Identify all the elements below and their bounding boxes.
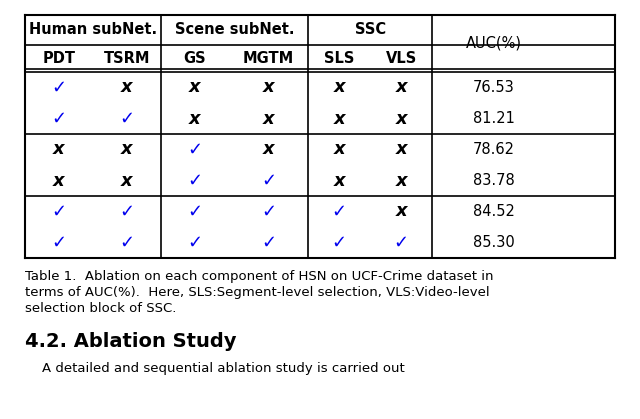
Text: ✓: ✓ (119, 233, 134, 251)
Text: x: x (121, 140, 132, 158)
Text: Human subNet.: Human subNet. (29, 23, 157, 37)
Text: selection block of SSC.: selection block of SSC. (25, 302, 177, 315)
Text: ✓: ✓ (332, 202, 347, 220)
Text: SLS: SLS (324, 51, 355, 66)
Text: 81.21: 81.21 (473, 111, 515, 126)
Text: Scene subNet.: Scene subNet. (175, 23, 294, 37)
Text: x: x (53, 171, 65, 189)
Text: x: x (333, 140, 345, 158)
Text: x: x (396, 140, 407, 158)
Text: ✓: ✓ (332, 233, 347, 251)
Text: 76.53: 76.53 (473, 80, 515, 95)
Text: x: x (53, 140, 65, 158)
Text: ✓: ✓ (261, 171, 276, 189)
Text: 84.52: 84.52 (473, 204, 515, 219)
Text: ✓: ✓ (261, 202, 276, 220)
Text: x: x (396, 171, 407, 189)
Text: ✓: ✓ (119, 109, 134, 127)
Text: A detailed and sequential ablation study is carried out: A detailed and sequential ablation study… (25, 362, 404, 375)
Text: ✓: ✓ (187, 171, 202, 189)
Text: GS: GS (183, 51, 206, 66)
Text: x: x (396, 109, 407, 127)
Text: x: x (333, 109, 345, 127)
Text: ✓: ✓ (119, 202, 134, 220)
Text: 85.30: 85.30 (473, 235, 515, 250)
Text: x: x (262, 109, 274, 127)
Text: ✓: ✓ (187, 202, 202, 220)
Text: Table 1.  Ablation on each component of HSN on UCF-Crime dataset in: Table 1. Ablation on each component of H… (25, 270, 493, 283)
Text: x: x (121, 78, 132, 96)
Text: x: x (262, 78, 274, 96)
Text: x: x (396, 202, 407, 220)
Text: x: x (121, 171, 132, 189)
Text: VLS: VLS (385, 51, 417, 66)
Text: terms of AUC(%).  Here, SLS:Segment-level selection, VLS:Video-level: terms of AUC(%). Here, SLS:Segment-level… (25, 286, 490, 299)
Text: TSRM: TSRM (104, 51, 150, 66)
Text: ✓: ✓ (51, 202, 67, 220)
Text: x: x (262, 140, 274, 158)
Text: ✓: ✓ (51, 78, 67, 96)
Text: MGTM: MGTM (243, 51, 294, 66)
Text: ✓: ✓ (51, 233, 67, 251)
Text: x: x (333, 171, 345, 189)
Text: x: x (396, 78, 407, 96)
Text: ✓: ✓ (394, 233, 409, 251)
Text: PDT: PDT (42, 51, 76, 66)
Text: SSC: SSC (355, 23, 386, 37)
Text: ✓: ✓ (187, 140, 202, 158)
Text: 83.78: 83.78 (473, 173, 515, 188)
Text: ✓: ✓ (51, 109, 67, 127)
Text: 78.62: 78.62 (473, 142, 515, 157)
Text: 4.2. Ablation Study: 4.2. Ablation Study (25, 332, 237, 351)
Text: ✓: ✓ (187, 233, 202, 251)
Text: AUC(%): AUC(%) (466, 36, 522, 51)
Text: x: x (189, 109, 200, 127)
Text: x: x (333, 78, 345, 96)
Text: ✓: ✓ (261, 233, 276, 251)
Text: x: x (189, 78, 200, 96)
